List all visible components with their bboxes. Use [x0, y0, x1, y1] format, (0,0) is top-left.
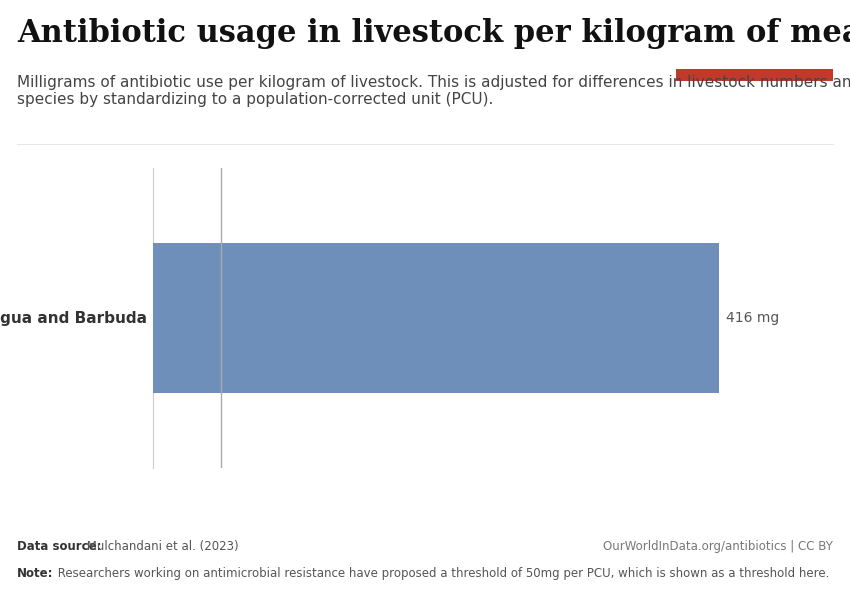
Text: Note:: Note: — [17, 567, 54, 580]
Text: 416 mg: 416 mg — [726, 311, 779, 325]
Bar — [153, 243, 719, 393]
Text: Milligrams of antibiotic use per kilogram of livestock. This is adjusted for dif: Milligrams of antibiotic use per kilogra… — [17, 75, 850, 107]
Text: Researchers working on antimicrobial resistance have proposed a threshold of 50m: Researchers working on antimicrobial res… — [54, 567, 829, 580]
Text: Antigua and Barbuda: Antigua and Barbuda — [0, 311, 147, 325]
Text: Our World
in Data: Our World in Data — [719, 21, 790, 51]
Text: OurWorldInData.org/antibiotics | CC BY: OurWorldInData.org/antibiotics | CC BY — [604, 540, 833, 553]
Bar — [676, 68, 833, 81]
Text: Antibiotic usage in livestock per kilogram of meat, 2020: Antibiotic usage in livestock per kilogr… — [17, 18, 850, 49]
Text: Mulchandani et al. (2023): Mulchandani et al. (2023) — [83, 540, 239, 553]
Text: Data source:: Data source: — [17, 540, 101, 553]
